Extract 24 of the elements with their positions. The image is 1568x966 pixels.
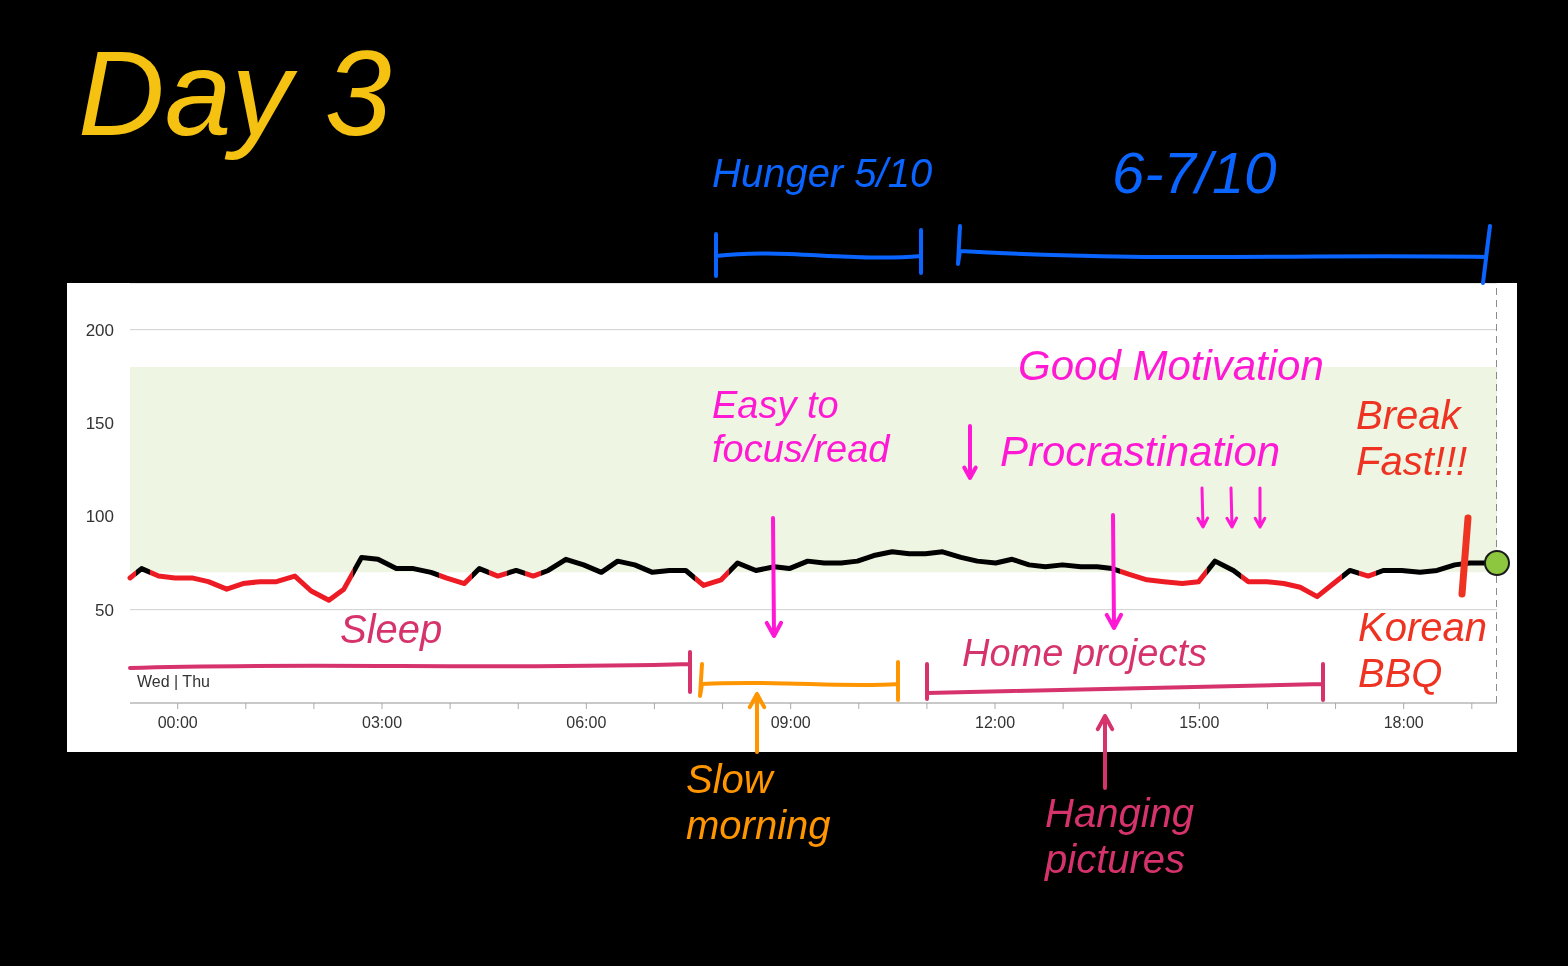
annotation: Home projects — [962, 632, 1207, 674]
annotation: Easy to focus/read — [712, 384, 890, 470]
text: Hanging pictures — [1045, 791, 1195, 881]
text: Hunger 5/10 — [712, 151, 933, 195]
x-tick-label: 15:00 — [1179, 714, 1220, 732]
annotation: Wed | Thu — [137, 673, 210, 690]
annotation: Good Motivation — [1018, 342, 1324, 389]
x-tick-label: 12:00 — [974, 714, 1016, 732]
y-tick-label: 100 — [85, 507, 114, 527]
annotation: Break Fast!!! — [1356, 393, 1468, 483]
x-tick-label: 00:00 — [157, 714, 198, 732]
x-tick-label: 09:00 — [770, 714, 811, 732]
text: 6-7/10 — [1112, 140, 1277, 205]
annotation: Procrastination — [1000, 428, 1281, 475]
x-tick-label: 03:00 — [361, 714, 403, 732]
y-tick-label: 50 — [95, 600, 114, 620]
y-tick-label: 200 — [85, 320, 114, 340]
text: Slow morning — [686, 757, 831, 847]
chart-title: Day 3 — [78, 26, 392, 160]
y-tick-label: 150 — [85, 414, 114, 434]
annotation: Korean BBQ — [1358, 605, 1487, 695]
annotation: Sleep — [340, 607, 443, 651]
x-tick-label: 18:00 — [1383, 714, 1424, 732]
x-tick-label: 06:00 — [566, 714, 607, 732]
